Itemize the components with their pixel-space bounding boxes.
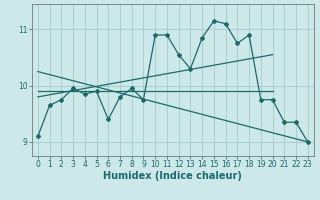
- X-axis label: Humidex (Indice chaleur): Humidex (Indice chaleur): [103, 171, 242, 181]
